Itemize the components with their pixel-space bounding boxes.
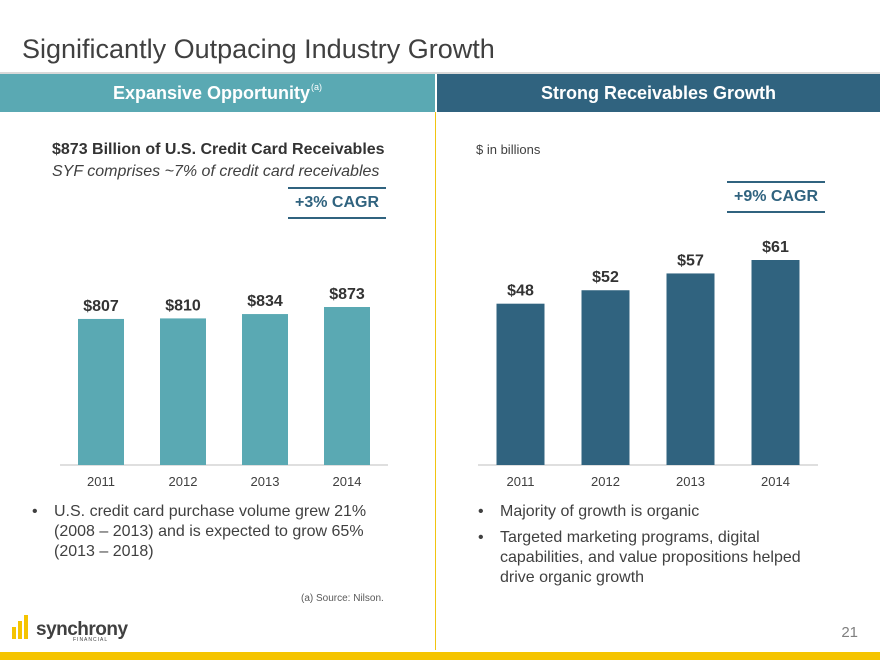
receivables-data-label-2011: $48 — [507, 283, 534, 300]
left-panel-header-label: Expansive Opportunity — [112, 82, 311, 103]
right-cagr-callout: +9% CAGR — [727, 181, 825, 213]
units-label: $ in billions — [476, 142, 541, 157]
synchrony-logo: synchrony FINANCIAL — [12, 615, 128, 643]
panel-divider — [435, 112, 436, 650]
right-cagr-bottom-rule — [727, 211, 825, 213]
industry-tick-label-2014: 2014 — [333, 474, 362, 489]
industry-tick-label-2012: 2012 — [169, 474, 198, 489]
receivables-tick-label-2011: 2011 — [507, 474, 535, 489]
industry-data-label-2012: $810 — [165, 297, 201, 314]
page-title: Significantly Outpacing Industry Growth — [22, 34, 495, 64]
right-cagr-top-rule — [727, 181, 825, 183]
left-bullet-1: U.S. credit card purchase volume grew 21… — [30, 502, 380, 562]
industry-tick-label-2011: 2011 — [87, 474, 115, 489]
right-bullet-1: Majority of growth is organic — [476, 502, 806, 522]
left-cagr-callout: +3% CAGR — [288, 187, 386, 219]
industry-data-label-2011: $807 — [83, 298, 119, 315]
logo-wordmark: synchrony — [36, 619, 128, 640]
title-divider — [0, 72, 880, 74]
industry-data-label-2013: $834 — [247, 293, 283, 310]
left-heading: $873 Billion of U.S. Credit Card Receiva… — [52, 141, 385, 158]
industry-data-label-2014: $873 — [329, 286, 365, 303]
left-panel-header-note: (a) — [311, 82, 323, 92]
right-bullets: Majority of growth is organic Targeted m… — [476, 502, 806, 594]
industry-tick-label-2013: 2013 — [251, 474, 280, 489]
left-panel-header: Expansive Opportunity (a) — [0, 74, 435, 112]
receivables-data-label-2014: $61 — [762, 239, 789, 256]
receivables-tick-label-2012: 2012 — [591, 474, 620, 489]
industry-receivables-chart: $807 2011 $810 2012 $834 2013 $873 2014 — [60, 286, 388, 489]
left-cagr-label: +3% CAGR — [294, 194, 380, 211]
industry-bar-2014 — [324, 307, 370, 465]
receivables-tick-label-2013: 2013 — [676, 474, 705, 489]
receivables-bar-2014 — [751, 260, 800, 465]
source-footnote: (a) Source: Nilson. — [301, 593, 384, 604]
left-cagr-bottom-rule — [288, 217, 386, 219]
right-panel-header-label: Strong Receivables Growth — [540, 82, 777, 103]
receivables-data-label-2012: $52 — [592, 269, 619, 286]
right-cagr-label: +9% CAGR — [733, 188, 819, 205]
industry-bar-2011 — [78, 318, 124, 465]
right-panel-header: Strong Receivables Growth — [437, 74, 880, 112]
receivables-tick-label-2014: 2014 — [761, 474, 790, 489]
left-bullets: U.S. credit card purchase volume grew 21… — [30, 502, 380, 568]
logo-subtext: FINANCIAL — [73, 637, 109, 643]
receivables-bar-2011 — [496, 303, 545, 465]
industry-bar-2012 — [160, 318, 206, 465]
industry-bar-2013 — [242, 314, 288, 465]
left-subheading: SYF comprises ~7% of credit card receiva… — [52, 163, 380, 180]
right-bullet-2: Targeted marketing programs, digital cap… — [476, 528, 806, 588]
page-number: 21 — [841, 624, 858, 641]
receivables-bar-2013 — [666, 273, 715, 465]
synchrony-receivables-chart: $48 2011 $52 2012 $57 2013 $61 2014 — [478, 239, 818, 489]
left-cagr-top-rule — [288, 187, 386, 189]
logo-bars-icon — [12, 615, 28, 639]
receivables-data-label-2013: $57 — [677, 252, 704, 269]
receivables-bar-2012 — [581, 290, 630, 465]
bottom-accent-bar — [0, 652, 880, 660]
